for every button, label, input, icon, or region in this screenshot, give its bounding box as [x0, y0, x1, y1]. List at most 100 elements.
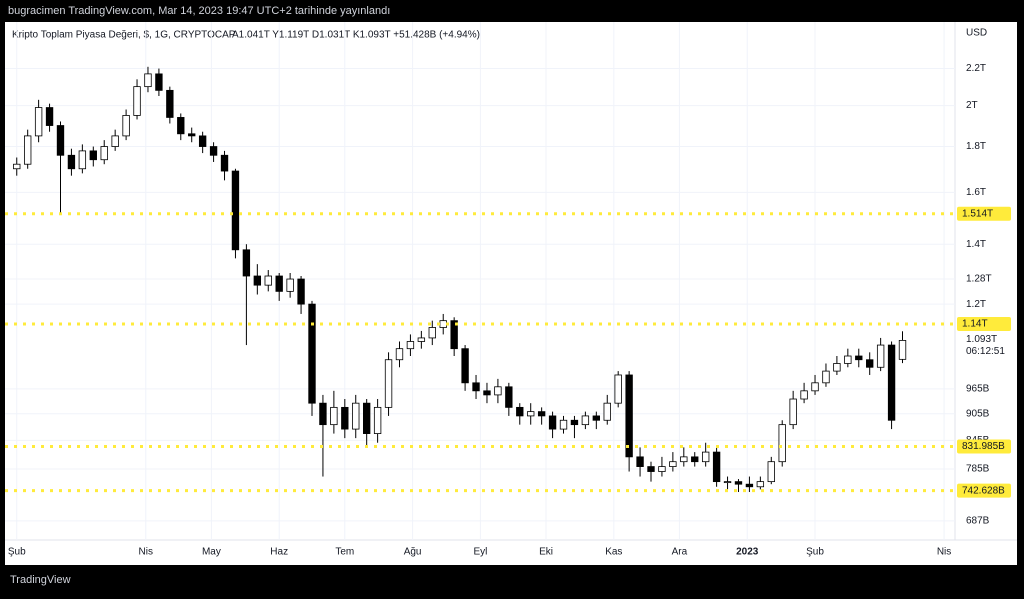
x-tick-label: 2023 — [736, 547, 759, 558]
candle-body — [789, 398, 797, 426]
y-tick-label: 687B — [966, 516, 990, 527]
currency-label: USD — [966, 28, 987, 39]
level-label: 1.514T — [962, 208, 993, 219]
candle-body — [231, 170, 240, 251]
candle-body — [133, 86, 141, 116]
x-tick-label: Tem — [335, 547, 354, 558]
publisher: bugracimen TradingView.com, Mar 14, 2023… — [8, 5, 390, 17]
candle-body — [472, 382, 480, 392]
candle-body — [34, 107, 43, 137]
candle-body — [461, 348, 469, 384]
candle-body — [111, 135, 119, 147]
candle-body — [450, 320, 458, 350]
candle-body — [658, 466, 666, 472]
y-tick-label: 905B — [966, 408, 990, 419]
candle-body — [778, 424, 786, 463]
candle-body — [395, 348, 404, 361]
candle-body — [78, 150, 87, 170]
candle-body — [275, 275, 283, 292]
candle-body — [647, 466, 655, 472]
x-tick-label: Eki — [539, 547, 553, 558]
candle-body — [734, 481, 743, 485]
candle-body — [406, 341, 415, 350]
level-label: 742.628B — [962, 485, 1005, 496]
y-tick-label: 785B — [966, 464, 990, 475]
x-tick-label: Ara — [672, 547, 688, 558]
candle-body — [592, 415, 601, 421]
candle-body — [581, 415, 590, 426]
level-label: 831.985B — [962, 441, 1005, 452]
x-tick-label: Eyl — [473, 547, 487, 558]
candle-body — [745, 483, 754, 488]
candle-body — [198, 135, 207, 147]
brand: TradingView — [10, 574, 71, 586]
candle-body — [537, 411, 546, 417]
candle-body — [56, 125, 65, 156]
candle-body — [24, 135, 32, 165]
candle-body — [855, 355, 863, 361]
y-tick-label: 1.4T — [966, 239, 986, 250]
candle-body — [308, 303, 316, 404]
candle-body — [122, 115, 130, 137]
y-tick-label: 965B — [966, 383, 990, 394]
candle-body — [242, 249, 251, 277]
candle-body — [822, 370, 830, 384]
candle-body — [483, 390, 491, 396]
candle-body — [625, 374, 633, 458]
candle-body — [559, 419, 568, 430]
candle-body — [144, 73, 152, 88]
candle-body — [166, 89, 174, 118]
candle-body — [330, 406, 338, 426]
candle-body — [756, 481, 765, 488]
candle-body — [89, 150, 97, 161]
x-tick-label: Şub — [806, 547, 824, 558]
candle-body — [527, 411, 535, 417]
candle-body — [319, 402, 327, 426]
candle-body — [220, 154, 229, 172]
candle-body — [636, 456, 644, 467]
candle-body — [548, 415, 557, 430]
candle-body — [494, 386, 502, 396]
candle-body — [701, 451, 710, 463]
candle-body — [439, 320, 447, 328]
last-price-label: 1.093T — [966, 334, 997, 345]
countdown: 06:12:51 — [966, 346, 1005, 357]
candle-body — [13, 163, 21, 170]
candle-body — [505, 386, 513, 408]
candle-body — [614, 374, 622, 404]
candle-body — [155, 73, 163, 91]
y-tick-label: 1.8T — [966, 141, 986, 152]
candle-body — [680, 456, 688, 463]
x-tick-label: Kas — [605, 547, 622, 558]
level-label-box — [957, 483, 1011, 498]
candle-body — [898, 340, 907, 360]
x-tick-label: May — [202, 547, 221, 558]
candle-body — [362, 402, 371, 434]
candle-body — [570, 419, 579, 426]
plot-background — [5, 22, 1017, 565]
candle-body — [844, 355, 852, 364]
candle-body — [264, 275, 272, 286]
candle-body — [887, 344, 896, 421]
candle-body — [767, 461, 775, 483]
candle-body — [188, 133, 196, 137]
y-tick-label: 2T — [966, 100, 978, 111]
candle-body — [286, 278, 294, 292]
candle-body — [253, 275, 262, 286]
candle-body — [341, 406, 349, 430]
candle-body — [723, 481, 732, 484]
level-label: 1.14T — [962, 319, 988, 330]
candle-body — [209, 146, 218, 156]
y-tick-label: 2.2T — [966, 63, 986, 74]
x-tick-label: Nis — [937, 547, 951, 558]
candle-body — [811, 382, 819, 392]
candle-body — [352, 402, 360, 430]
candle-body — [297, 278, 305, 305]
candle-body — [100, 146, 108, 161]
y-tick-label: 1.28T — [966, 274, 992, 285]
x-tick-label: Haz — [270, 547, 288, 558]
level-label-box — [957, 317, 1011, 332]
candle-body — [866, 359, 874, 368]
